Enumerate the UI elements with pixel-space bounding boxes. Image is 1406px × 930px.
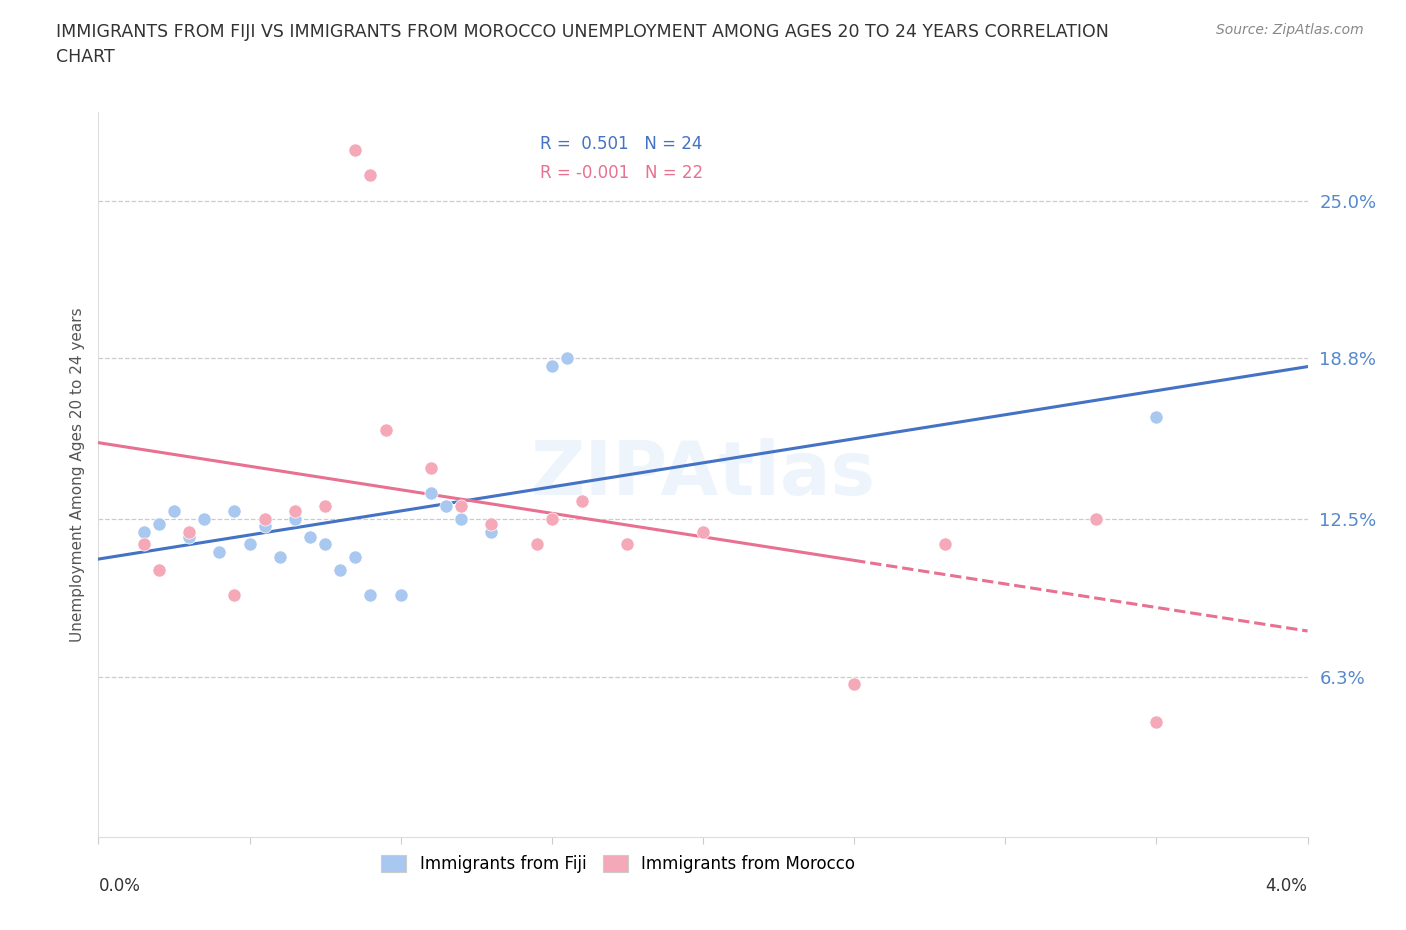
Point (481, 525, 503, 539)
Point (540, 512, 562, 526)
Point (344, 142, 367, 157)
Point (132, 525, 155, 539)
Point (148, 516, 170, 531)
Point (148, 563, 170, 578)
Point (132, 537, 155, 551)
Point (571, 494, 593, 509)
Point (1146, 715, 1168, 730)
Point (163, 504, 186, 519)
Point (540, 359, 562, 374)
Point (1146, 409, 1168, 424)
Point (844, 677, 866, 692)
Point (299, 529, 322, 544)
Point (450, 512, 472, 526)
Text: Source: ZipAtlas.com: Source: ZipAtlas.com (1216, 23, 1364, 37)
Point (616, 537, 638, 551)
Point (344, 550, 367, 565)
Point (239, 537, 262, 551)
Point (420, 460, 443, 475)
Text: ZIPAtlas: ZIPAtlas (530, 438, 876, 511)
Y-axis label: Unemployment Among Ages 20 to 24 years: Unemployment Among Ages 20 to 24 years (69, 307, 84, 642)
Point (555, 351, 578, 365)
Legend: Immigrants from Fiji, Immigrants from Morocco: Immigrants from Fiji, Immigrants from Mo… (375, 848, 862, 880)
Text: R =  0.501   N = 24: R = 0.501 N = 24 (540, 135, 702, 153)
Point (269, 550, 291, 565)
Point (934, 537, 956, 551)
Point (224, 588, 246, 603)
Point (208, 544, 231, 559)
Point (450, 498, 472, 513)
Point (526, 537, 548, 551)
Point (389, 588, 412, 603)
Text: IMMIGRANTS FROM FIJI VS IMMIGRANTS FROM MOROCCO UNEMPLOYMENT AMONG AGES 20 TO 24: IMMIGRANTS FROM FIJI VS IMMIGRANTS FROM … (56, 23, 1109, 66)
Point (253, 519, 276, 534)
Point (434, 498, 457, 513)
Point (1085, 512, 1108, 526)
Point (224, 504, 246, 519)
Point (253, 512, 276, 526)
Point (374, 422, 396, 437)
Point (360, 588, 382, 603)
Text: R = -0.001   N = 22: R = -0.001 N = 22 (540, 165, 703, 182)
Point (284, 512, 307, 526)
Point (420, 486, 443, 501)
Point (360, 167, 382, 182)
Point (179, 529, 201, 544)
Point (314, 537, 336, 551)
Point (314, 498, 336, 513)
Point (193, 512, 215, 526)
Point (692, 525, 714, 539)
Text: 0.0%: 0.0% (98, 877, 141, 895)
Text: 4.0%: 4.0% (1265, 877, 1308, 895)
Point (179, 525, 201, 539)
Point (481, 516, 503, 531)
Point (329, 563, 352, 578)
Point (284, 504, 307, 519)
